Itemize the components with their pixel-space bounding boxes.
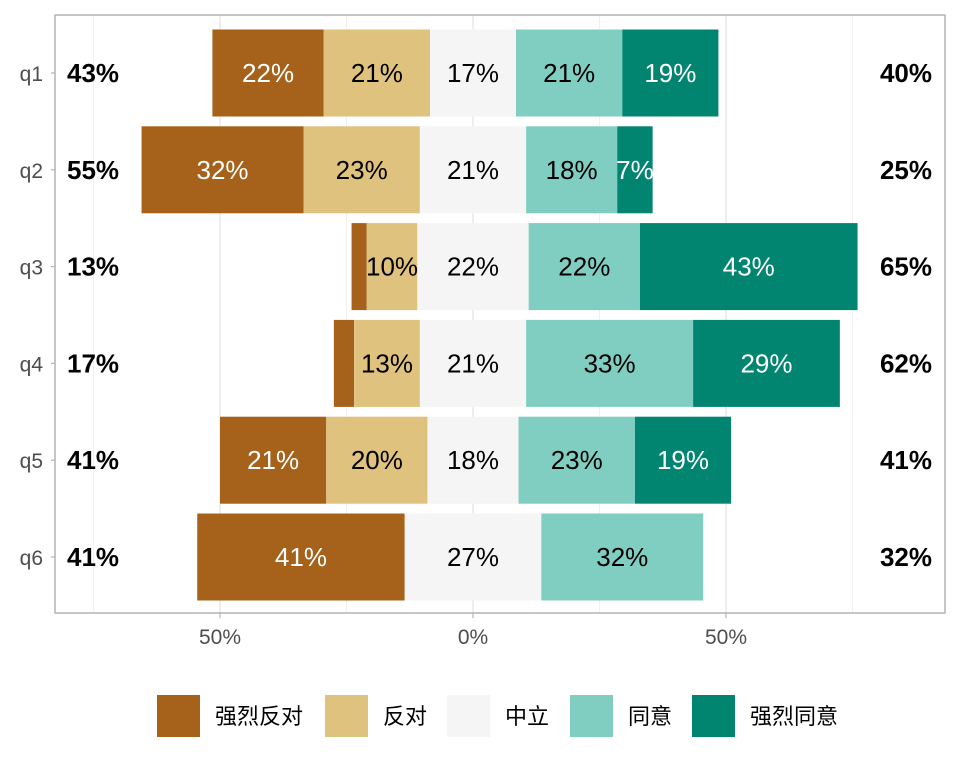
bar-segment-q2-s1: [141, 126, 304, 214]
right-total-q5: 41%: [880, 445, 932, 475]
bar-segment-q1-s2: [323, 29, 430, 117]
bar-label-q6-s3: 27%: [447, 542, 499, 572]
plot-border: [54, 14, 946, 614]
bar-label-q2-s1: 32%: [197, 155, 249, 185]
bar-label-q4-s5: 29%: [740, 348, 792, 378]
bar-segment-q5-s4: [518, 416, 635, 504]
bar-label-q1-s5: 19%: [644, 58, 696, 88]
legend-key-2: [325, 695, 368, 737]
legend-label-3: 中立: [505, 704, 549, 729]
right-total-q3: 65%: [880, 252, 932, 282]
bar-segment-q2-s3: [419, 126, 527, 214]
bar-label-q2-s3: 21%: [447, 155, 499, 185]
x-tick-label: 50%: [199, 626, 241, 649]
bar-segment-q5-s1: [220, 416, 327, 504]
bar-segment-q5-s3: [427, 416, 519, 504]
bar-label-q1-s2: 21%: [351, 58, 403, 88]
bar-label-q5-s1: 21%: [247, 445, 299, 475]
right-total-q6: 32%: [880, 542, 932, 572]
bar-segment-q6-s1: [197, 513, 405, 601]
bar-label-q3-s3: 22%: [447, 252, 499, 282]
left-total-q1: 43%: [67, 58, 119, 88]
bar-segment-q6-s4: [541, 513, 704, 601]
bar-segment-q4-s4: [526, 319, 694, 407]
bar-segment-q1-s1: [212, 29, 324, 117]
bar-label-q3-s2: 10%: [366, 252, 418, 282]
bar-label-q4-s4: 33%: [584, 348, 636, 378]
legend-key-4: [570, 695, 613, 737]
bar-segment-q4-s3: [419, 319, 527, 407]
bar-segment-q3-s4: [528, 223, 640, 311]
bar-label-q4-s3: 21%: [447, 348, 499, 378]
bar-label-q6-s1: 41%: [275, 542, 327, 572]
legend-key-3: [447, 695, 490, 737]
y-tick-label-q6: q6: [20, 547, 43, 570]
bar-label-q1-s1: 22%: [242, 58, 294, 88]
bar-segment-q4-s1: [333, 319, 355, 407]
bar-label-q2-s4: 18%: [546, 155, 598, 185]
bar-segment-q5-s5: [634, 416, 732, 504]
bar-segment-q4-s5: [693, 319, 840, 407]
bar-segment-q3-s2: [366, 223, 418, 311]
bar-label-q2-s5: 7%: [616, 155, 654, 185]
y-tick-label-q3: q3: [20, 257, 43, 280]
y-tick-label-q4: q4: [20, 353, 44, 376]
bar-label-q1-s4: 21%: [543, 58, 595, 88]
left-total-q5: 41%: [67, 445, 119, 475]
right-total-q4: 62%: [880, 348, 932, 378]
left-total-q3: 13%: [67, 252, 119, 282]
left-total-q4: 17%: [67, 348, 119, 378]
bar-label-q3-s5: 43%: [723, 252, 775, 282]
bar-label-q5-s5: 19%: [657, 445, 709, 475]
bar-segment-q3-s1: [351, 223, 367, 311]
bar-segment-q3-s5: [639, 223, 858, 311]
right-total-q2: 25%: [880, 155, 932, 185]
y-tick-label-q1: q1: [20, 63, 43, 86]
left-total-q6: 41%: [67, 542, 119, 572]
bar-label-q5-s4: 23%: [551, 445, 603, 475]
bar-segment-q3-s3: [417, 223, 529, 311]
y-tick-label-q5: q5: [20, 450, 43, 473]
bar-segment-q1-s3: [429, 29, 517, 117]
bar-label-q6-s4: 32%: [596, 542, 648, 572]
bar-label-q1-s3: 17%: [447, 58, 499, 88]
left-total-q2: 55%: [67, 155, 119, 185]
right-total-q1: 40%: [880, 58, 932, 88]
bar-segment-q4-s2: [354, 319, 420, 407]
legend-label-2: 反对: [383, 704, 427, 729]
bar-label-q2-s2: 23%: [336, 155, 388, 185]
bar-label-q5-s3: 18%: [447, 445, 499, 475]
bar-label-q4-s2: 13%: [361, 348, 413, 378]
x-tick-label: 0%: [458, 626, 488, 649]
y-tick-label-q2: q2: [20, 160, 43, 183]
bar-label-q5-s2: 20%: [351, 445, 403, 475]
legend-label-5: 强烈同意: [750, 704, 838, 729]
legend-key-1: [157, 695, 200, 737]
bar-segment-q2-s4: [526, 126, 618, 214]
legend-label-4: 同意: [628, 704, 672, 729]
legend-key-5: [692, 695, 735, 737]
bar-segment-q6-s3: [404, 513, 542, 601]
bar-label-q3-s4: 22%: [558, 252, 610, 282]
bar-segment-q1-s4: [516, 29, 623, 117]
bar-segment-q1-s5: [622, 29, 719, 117]
bar-segment-q2-s5: [617, 126, 653, 214]
bar-segment-q5-s2: [326, 416, 428, 504]
x-tick-label: 50%: [705, 626, 747, 649]
legend-label-1: 强烈反对: [215, 704, 303, 729]
bar-segment-q2-s2: [303, 126, 420, 214]
